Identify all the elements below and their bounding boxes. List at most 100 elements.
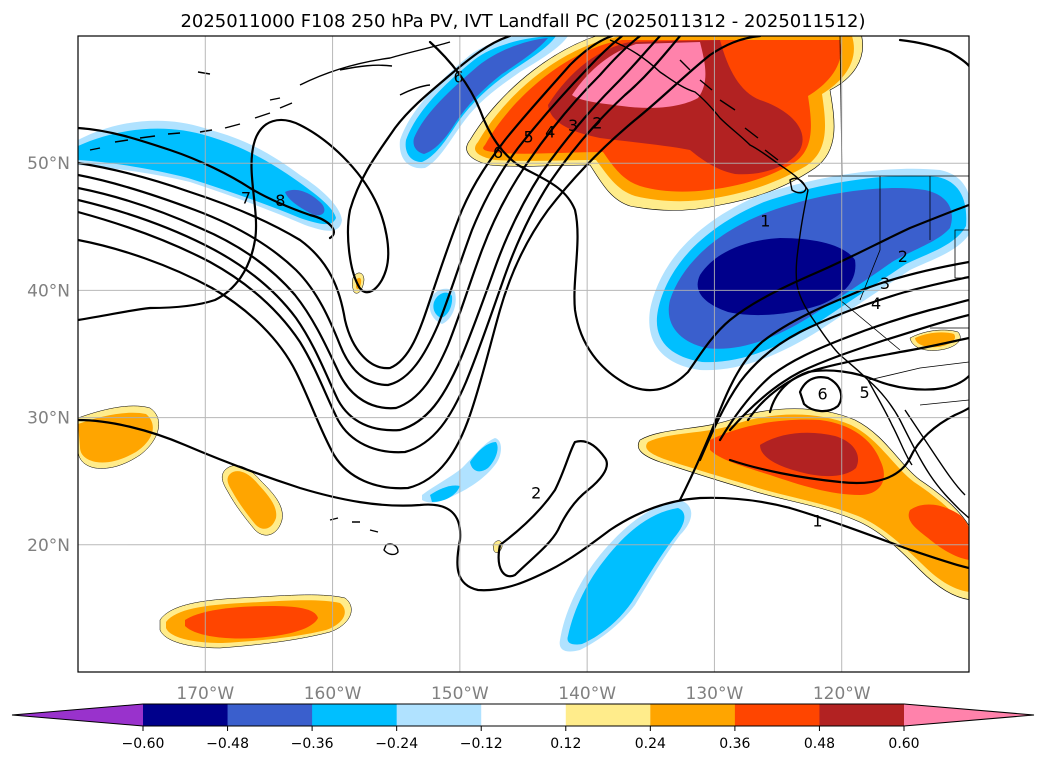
pv-contour-label-text: 7	[241, 189, 251, 208]
pv-contour-label-text: 4	[871, 294, 881, 313]
pv-contour-line	[497, 440, 608, 578]
colorbar-tick-label: −0.24	[375, 736, 418, 752]
lat-tick-label: 50°N	[27, 154, 70, 174]
shaded-region-small-positive	[78, 272, 961, 649]
lat-tick-label: 20°N	[27, 536, 70, 556]
map-frame	[77, 35, 970, 673]
colorbar-segment	[227, 704, 313, 726]
pv-contour-line	[78, 418, 969, 592]
lat-tick-label: 40°N	[27, 281, 70, 301]
colorbar-segment	[650, 704, 736, 726]
pv-contour-line	[698, 275, 969, 462]
vancouver-island	[789, 177, 807, 194]
pv-contour-line	[78, 36, 512, 322]
shaded-region-gulf-of-alaska-positive	[466, 36, 863, 211]
colorbar-segment	[565, 704, 651, 726]
pv-contour-label-text: 8	[275, 191, 285, 210]
shaded-region-bering-negative	[399, 36, 568, 169]
pv-contour-label-text: 6	[453, 68, 463, 87]
colorbar: −0.60 −0.48 −0.36 −0.24 −0.12 0.12 0.24 0.36 0.4…	[11, 703, 1035, 752]
pv-contour-label: 5	[860, 383, 870, 402]
pv-contour-label-text: 2	[531, 484, 541, 503]
colorbar-tick-label: −0.60	[122, 736, 165, 752]
colorbar-tick-label: 0.60	[888, 736, 919, 752]
colorbar-tick-label: −0.12	[460, 736, 503, 752]
baja-california	[867, 379, 966, 496]
pv-contour-label-text: 5	[523, 127, 533, 146]
pv-contours	[78, 36, 969, 592]
pv-contour-label: 5	[523, 127, 533, 146]
pv-contour-label: 4	[871, 294, 881, 313]
ivt-shading	[78, 36, 969, 652]
pv-contour-label-text: 1	[760, 211, 770, 230]
lon-tick-label: 160°W	[304, 684, 362, 704]
pv-contour-line	[78, 36, 762, 490]
pv-contour-label-text: 1	[812, 512, 822, 531]
alaska-coastline	[299, 41, 451, 96]
colorbar-tick-label: −0.36	[291, 736, 334, 752]
pv-contour-label-text: 3	[568, 116, 578, 135]
colorbar-segment	[312, 704, 398, 726]
pv-contour-label: 3	[880, 274, 890, 293]
hawaii-islands	[329, 517, 399, 556]
pv-contour-line	[746, 336, 969, 422]
pv-contour-label-text: 6	[818, 384, 828, 403]
colorbar-tick-label: −0.48	[206, 736, 249, 752]
pv-contour-line	[798, 376, 843, 413]
pv-contour-line	[678, 260, 969, 502]
pv-contour-line	[898, 38, 969, 68]
political-borders	[808, 36, 969, 406]
pv-contour-line	[78, 36, 662, 432]
longitude-tick-labels: 170°W 160°W 150°W 140°W 130°W 120°W	[176, 684, 870, 704]
pv-contour-label: 3	[568, 116, 578, 135]
lon-tick-label: 130°W	[686, 684, 744, 704]
lat-tick-label: 30°N	[27, 409, 70, 429]
pv-contour-line	[78, 126, 335, 240]
pv-contour-label: 2	[898, 247, 908, 266]
lon-tick-label: 120°W	[813, 684, 871, 704]
lon-tick-label: 150°W	[431, 684, 489, 704]
pv-contour-label-text: 5	[860, 383, 870, 402]
pv-contour-line	[728, 406, 969, 485]
colorbar-segment	[396, 704, 482, 726]
alaska-panhandle-coast	[609, 39, 809, 191]
pv-contour-label: 7	[241, 189, 251, 208]
pv-contour-line	[768, 369, 969, 414]
pv-contour-label: 1	[760, 211, 770, 230]
colorbar-segment	[481, 704, 567, 726]
pv-contour-label-text: 6	[493, 143, 503, 162]
colorbar-segment	[734, 704, 820, 726]
colorbar-extend-low	[12, 704, 143, 726]
pv-contour-line	[428, 40, 969, 392]
pv-contour-line	[78, 36, 614, 370]
pv-contour-label: 6	[493, 143, 503, 162]
colorbar-segment	[819, 704, 905, 726]
pv-contour-label: 6	[818, 384, 828, 403]
pv-contour-label: 2	[531, 484, 541, 503]
pv-contour-line	[78, 36, 642, 410]
pv-contour-label-text: 3	[880, 274, 890, 293]
colorbar-extend-high	[904, 704, 1034, 726]
pv-contour-line	[78, 36, 682, 454]
pv-contour-line	[78, 36, 624, 387]
pv-contour-label-text: 4	[545, 122, 555, 141]
lon-tick-label: 170°W	[176, 684, 234, 704]
aleutian-islands	[89, 71, 293, 151]
lon-tick-label: 140°W	[558, 684, 616, 704]
shaded-region-baja-positive	[637, 408, 969, 600]
pv-contour-label: 4	[545, 122, 555, 141]
colorbar-tick-label: 0.36	[719, 736, 750, 752]
pv-contour-label-text: 2	[592, 113, 602, 132]
pv-contour-line	[728, 313, 969, 432]
pv-contour-line	[718, 298, 969, 442]
shaded-region-subtropical-negative	[559, 500, 692, 652]
latitude-tick-labels: 50°N 40°N 30°N 20°N	[27, 154, 70, 556]
pv-contour-label: 6	[453, 68, 463, 87]
colorbar-tick-label: 0.24	[635, 736, 666, 752]
pv-contour-label-text: 2	[898, 247, 908, 266]
pv-contour-label: 2	[592, 113, 602, 132]
colorbar-segment	[143, 704, 229, 726]
